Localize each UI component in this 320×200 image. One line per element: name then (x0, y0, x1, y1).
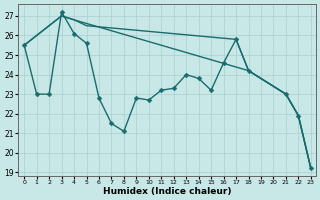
X-axis label: Humidex (Indice chaleur): Humidex (Indice chaleur) (103, 187, 231, 196)
